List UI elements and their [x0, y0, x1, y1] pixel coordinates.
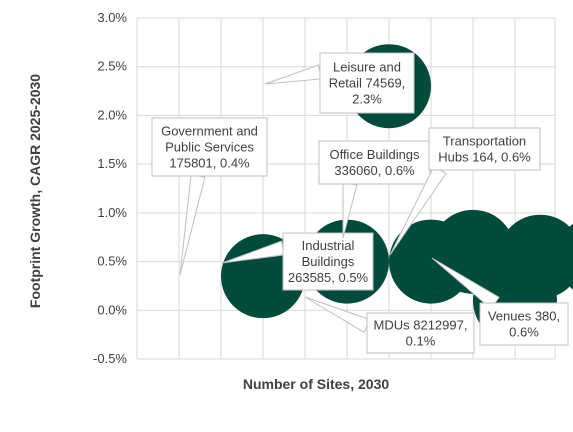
data-label-line: Industrial — [302, 238, 355, 253]
callout-box — [479, 302, 569, 346]
data-label-line: Public Services — [165, 140, 254, 155]
data-label-line: Transportation — [443, 134, 526, 149]
callout-box — [366, 312, 475, 354]
y-tick-label: 0.0% — [97, 302, 127, 317]
data-label-line: 0.6% — [509, 325, 539, 340]
data-label: Venues 380,0.6% — [431, 257, 569, 346]
data-label-line: 2.3% — [352, 92, 382, 107]
data-label-line: 336060, 0.6% — [334, 163, 415, 178]
callout-box — [151, 117, 268, 177]
callout-box — [282, 232, 374, 291]
y-tick-label: 1.0% — [97, 205, 127, 220]
callout-box — [318, 140, 431, 185]
data-label-line: Venues 380, — [488, 309, 560, 324]
data-label-line: Hubs 164, 0.6% — [438, 150, 531, 165]
callout-pointer — [179, 174, 206, 276]
callout-box — [319, 52, 415, 114]
data-label-line: Government and — [161, 124, 258, 139]
y-axis-title: Footprint Growth, CAGR 2025-2030 — [27, 74, 43, 308]
data-label-line: Buildings — [302, 254, 355, 269]
x-axis-title: Number of Sites, 2030 — [243, 376, 389, 392]
data-label-line: 0.1% — [406, 334, 436, 349]
bubble — [498, 214, 573, 299]
data-label-line: 263585, 0.5% — [288, 270, 369, 285]
bubble — [557, 223, 573, 290]
y-tick-label: 2.5% — [97, 59, 127, 74]
y-tick-label: -0.5% — [93, 351, 127, 366]
y-tick-labels: -0.5% 0.0% 0.5% 1.0% 1.5% 2.0% 2.5% 3.0% — [93, 10, 127, 366]
callout-pointer — [264, 64, 323, 85]
y-tick-label: 2.0% — [97, 107, 127, 122]
y-tick-label: 3.0% — [97, 10, 127, 25]
data-label-line: Leisure and — [333, 60, 401, 75]
data-label-line: Office Buildings — [329, 147, 420, 162]
data-label: MDUs 8212997,0.1% — [304, 296, 475, 354]
y-tick-label: 1.5% — [97, 156, 127, 171]
callout-box — [428, 127, 541, 171]
data-label-line: 175801, 0.4% — [169, 156, 250, 171]
y-tick-label: 0.5% — [97, 254, 127, 269]
data-label-line: MDUs 8212997, — [374, 318, 468, 333]
data-label-line: Retail 74569, — [329, 76, 406, 91]
